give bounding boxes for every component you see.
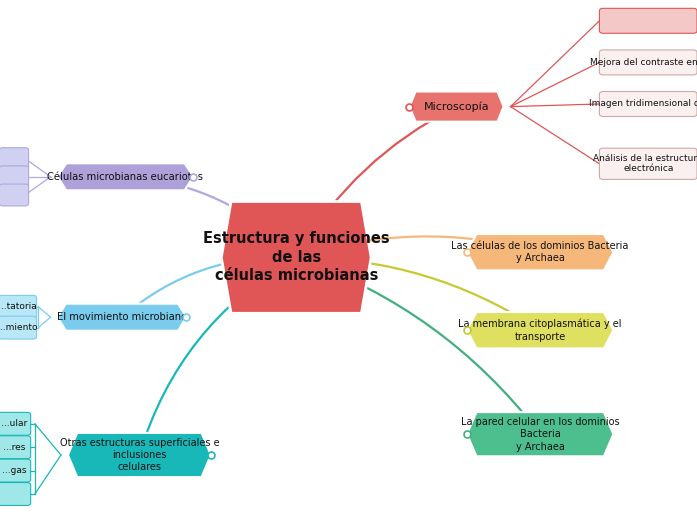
- FancyBboxPatch shape: [599, 50, 697, 75]
- FancyBboxPatch shape: [0, 166, 29, 188]
- FancyBboxPatch shape: [0, 295, 37, 318]
- FancyBboxPatch shape: [599, 148, 697, 179]
- FancyBboxPatch shape: [0, 459, 31, 482]
- FancyBboxPatch shape: [0, 483, 31, 505]
- Text: Estructura y funciones
de las
células microbianas: Estructura y funciones de las células mi…: [203, 231, 390, 283]
- Text: La pared celular en los dominios
Bacteria
y Archaea: La pared celular en los dominios Bacteri…: [461, 417, 620, 451]
- FancyBboxPatch shape: [0, 148, 29, 170]
- Text: Mejora del contraste en...: Mejora del contraste en...: [590, 58, 697, 67]
- Text: ...miento: ...miento: [0, 323, 38, 332]
- Text: ...res: ...res: [3, 443, 25, 452]
- Text: ...ular: ...ular: [1, 419, 27, 428]
- Polygon shape: [467, 412, 613, 457]
- Text: ...tatoria: ...tatoria: [0, 302, 37, 311]
- Text: El movimiento microbiano: El movimiento microbiano: [57, 312, 187, 322]
- Text: Otras estructuras superficiales e
inclusiones
celulares: Otras estructuras superficiales e inclus…: [59, 438, 220, 472]
- FancyBboxPatch shape: [599, 8, 697, 33]
- Text: Imagen tridimensional d...: Imagen tridimensional d...: [588, 99, 697, 109]
- Polygon shape: [467, 234, 613, 270]
- Text: Células microbianas eucariotas: Células microbianas eucariotas: [47, 172, 204, 182]
- FancyBboxPatch shape: [0, 412, 31, 435]
- Text: La membrana citoplasmática y el
transporte: La membrana citoplasmática y el transpor…: [459, 319, 622, 342]
- FancyBboxPatch shape: [0, 184, 29, 206]
- FancyBboxPatch shape: [0, 436, 31, 459]
- Polygon shape: [68, 433, 210, 477]
- Polygon shape: [410, 92, 504, 122]
- FancyBboxPatch shape: [599, 92, 697, 116]
- FancyBboxPatch shape: [0, 316, 37, 339]
- Text: Microscopía: Microscopía: [424, 101, 489, 112]
- Polygon shape: [57, 163, 194, 190]
- Polygon shape: [467, 312, 613, 348]
- Polygon shape: [222, 201, 371, 313]
- Text: Análisis de la estructura
electrónica: Análisis de la estructura electrónica: [593, 154, 697, 174]
- Polygon shape: [57, 304, 186, 331]
- Text: ...gas: ...gas: [1, 466, 26, 475]
- Text: Las células de los dominios Bacteria
y Archaea: Las células de los dominios Bacteria y A…: [452, 241, 629, 264]
